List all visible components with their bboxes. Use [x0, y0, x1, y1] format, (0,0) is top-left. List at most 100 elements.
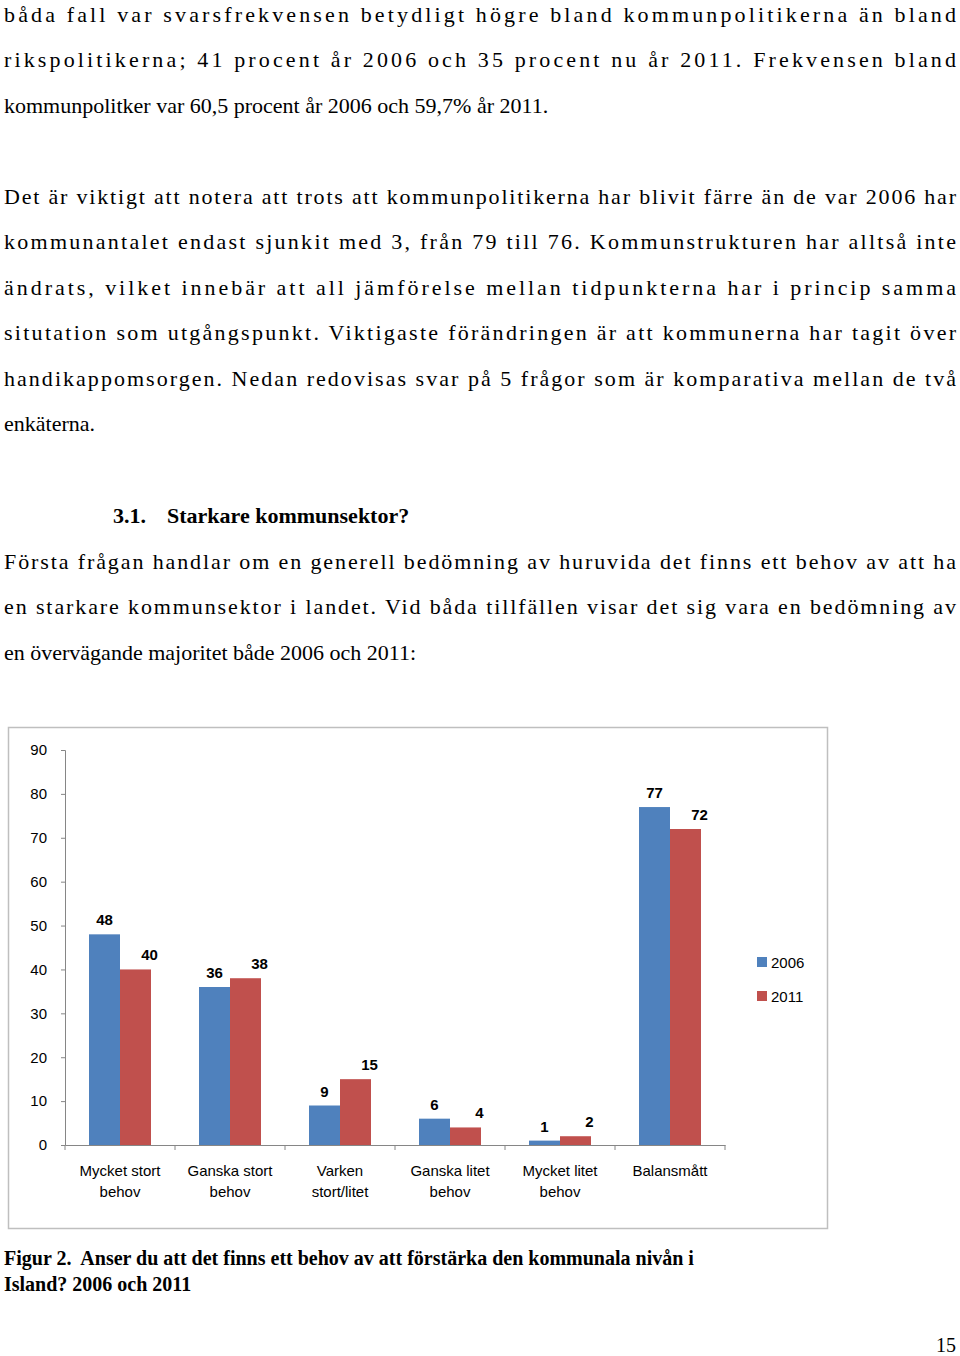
x-tick-label: Ganska stort behov — [187, 1162, 273, 1201]
x-tick-label-line: Ganska litet — [410, 1162, 490, 1179]
page-svg: båda fall var svarsfrekvensen betydligt … — [0, 0, 960, 1356]
x-tick-label-line: Ganska stort — [187, 1162, 273, 1179]
bar — [309, 1106, 340, 1146]
y-tick: 90 — [30, 741, 65, 758]
y-tick-label: 70 — [30, 829, 47, 846]
heading-number: 3.1. — [113, 503, 146, 528]
y-tick: 20 — [30, 1049, 65, 1066]
caption-line: Figur 2. Anser du att det finns ett beho… — [4, 1247, 694, 1270]
caption-line: Island? 2006 och 2011 — [4, 1273, 191, 1295]
category-separator — [175, 1145, 176, 1150]
y-tick-label: 10 — [30, 1092, 47, 1109]
y-tick-label: 50 — [30, 917, 47, 934]
data-label: 9 — [320, 1083, 328, 1100]
y-axis-line — [61, 751, 66, 1146]
x-tick-label-line: stort/litet — [312, 1183, 370, 1200]
paragraph-line: en starkare kommunsektor i landet. Vid b… — [4, 594, 956, 619]
category-separators — [65, 1145, 725, 1150]
x-tick-label-line: Varken — [317, 1162, 363, 1179]
data-label: 77 — [646, 784, 663, 801]
x-tick-label-line: Balansmått — [632, 1162, 708, 1179]
y-tick-label: 90 — [30, 741, 47, 758]
y-tick-mark — [61, 750, 65, 751]
bar — [450, 1127, 481, 1145]
bar — [340, 1079, 371, 1145]
legend-label: 2011 — [771, 988, 803, 1005]
x-tick-label: Ganska litet behov — [410, 1162, 490, 1201]
background — [0, 0, 960, 1356]
paragraph-line: situtation som utgångspunkt. Viktigaste … — [4, 320, 957, 345]
chart-frame — [9, 728, 828, 1229]
y-axis: 0102030405060708090 — [30, 741, 65, 1153]
data-label: 2 — [585, 1113, 593, 1130]
data-label: 72 — [691, 806, 708, 823]
paragraph-line: Första frågan handlar om en generell bed… — [4, 549, 956, 574]
x-tick-label-line: behov — [430, 1183, 471, 1200]
paragraph-line: rikspolitikerna; 41 procent år 2006 och … — [4, 47, 956, 72]
chart: 0102030405060708090Mycket stortbehovGans… — [9, 728, 828, 1229]
bar — [199, 987, 230, 1145]
bar — [419, 1119, 450, 1145]
data-label: 48 — [96, 911, 113, 928]
y-tick: 30 — [30, 1005, 65, 1022]
y-tick-label: 40 — [30, 961, 47, 978]
y-tick-mark — [61, 794, 65, 795]
category-separator — [615, 1145, 616, 1150]
y-tick-label: 30 — [30, 1005, 47, 1022]
bar-series — [89, 807, 670, 1145]
legend-label: 2006 — [771, 954, 804, 971]
y-tick-label: 20 — [30, 1049, 47, 1066]
bars — [89, 807, 701, 1145]
y-tick-mark — [61, 969, 65, 970]
y-tick-mark — [61, 1013, 65, 1014]
paragraph-line: kommunpolitker var 60,5 procent år 2006 … — [4, 93, 548, 118]
category-separator — [285, 1145, 286, 1150]
x-tick-label-line: Mycket litet — [522, 1162, 598, 1179]
x-axis: Mycket stort behov Ganska stort behov Varken… — [66, 1145, 726, 1200]
y-tick: 10 — [30, 1092, 65, 1109]
x-tick-label: Mycket stort behov — [80, 1162, 162, 1201]
x-tick-label: Varken stort/litet — [312, 1162, 370, 1201]
bar — [230, 978, 261, 1145]
paragraph-line: enkäterna. — [4, 411, 95, 436]
x-tick-label-line: behov — [100, 1183, 141, 1200]
category-separator — [505, 1145, 506, 1150]
x-tick: Varken stort/litet — [312, 1145, 370, 1200]
data-label: 36 — [206, 964, 223, 981]
x-tick-label-line: behov — [210, 1183, 251, 1200]
data-label: 15 — [361, 1056, 378, 1073]
y-tick: 80 — [30, 785, 65, 802]
y-tick-mark — [61, 1101, 65, 1102]
paragraph-line: båda fall var svarsfrekvensen betydligt … — [4, 2, 956, 27]
x-tick: Mycket litet behov — [522, 1145, 598, 1200]
x-tick-label: Mycket litet behov — [522, 1162, 598, 1201]
paragraph-line: handikappomsorgen. Nedan redovisas svar … — [4, 366, 956, 391]
x-tick-label-line: behov — [540, 1183, 581, 1200]
data-label: 40 — [141, 946, 158, 963]
legend: 2006 2011 — [757, 954, 804, 1005]
page-number: 15 — [936, 1334, 956, 1356]
paragraph-line: ändrats, vilket innebär att all jämförel… — [4, 275, 956, 300]
legend-swatch — [757, 957, 767, 967]
x-tick: Ganska litet behov — [410, 1145, 490, 1200]
bar — [670, 829, 701, 1145]
x-tick: Mycket stort behov — [80, 1145, 162, 1200]
y-tick-label: 60 — [30, 873, 47, 890]
x-tick-label-line: Mycket stort — [80, 1162, 162, 1179]
paragraph-line: en övervägande majoritet både 2006 och 2… — [4, 640, 416, 665]
y-tick: 60 — [30, 873, 65, 890]
data-label: 1 — [540, 1118, 548, 1135]
x-tick: Balansmått — [632, 1145, 708, 1179]
x-tick-label: Balansmått — [632, 1162, 708, 1179]
paragraph-line: Det är viktigt att notera att trots att … — [4, 184, 957, 209]
y-tick-mark — [61, 882, 65, 883]
y-tick: 50 — [30, 917, 65, 934]
bar — [89, 934, 120, 1145]
heading-title: Starkare kommunsektor? — [167, 503, 409, 528]
data-label: 4 — [475, 1104, 484, 1121]
bar — [560, 1136, 591, 1145]
x-tick: Ganska stort behov — [187, 1145, 273, 1200]
y-tick-label: 80 — [30, 785, 47, 802]
category-separator — [395, 1145, 396, 1150]
legend-swatch — [757, 991, 767, 1001]
